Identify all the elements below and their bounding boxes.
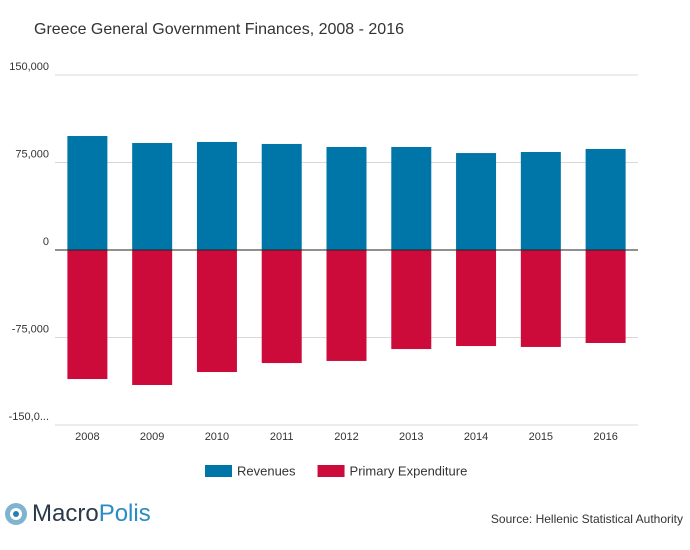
x-tick-label: 2014: [464, 431, 488, 443]
bar: [391, 146, 432, 250]
source: Source: Hellenic Statistical Authority: [491, 512, 683, 526]
legend-label: Revenues: [237, 463, 296, 478]
x-tick-label: 2011: [270, 431, 294, 443]
chart-title: Greece General Government Finances, 2008…: [34, 21, 404, 38]
bar: [391, 250, 432, 350]
bar: [326, 250, 367, 361]
y-tick-label: -150,0...: [9, 411, 49, 423]
bar: [456, 250, 497, 347]
bar: [520, 152, 561, 250]
y-tick-label: -75,000: [12, 323, 49, 335]
logo-part: Macro: [32, 500, 99, 527]
logo-text: MacroPolis: [32, 500, 151, 527]
x-tick-label: 2010: [205, 431, 229, 443]
bar: [132, 250, 173, 385]
x-tick-label: 2016: [593, 431, 617, 443]
x-tick-label: 2009: [140, 431, 164, 443]
bar: [261, 250, 302, 364]
y-tick-label: 150,000: [9, 61, 49, 73]
bar: [132, 143, 173, 250]
bar: [585, 148, 626, 250]
x-tick-label: 2008: [75, 431, 99, 443]
legend-swatch: [317, 465, 345, 477]
bar: [456, 153, 497, 250]
bar: [326, 146, 367, 250]
legend-swatch: [205, 465, 232, 477]
x-tick-label: 2013: [399, 431, 423, 443]
bar: [196, 250, 237, 373]
x-tick-label: 2012: [334, 431, 358, 443]
y-tick-label: 0: [43, 236, 49, 248]
bar: [585, 250, 626, 343]
x-tick-label: 2015: [529, 431, 553, 443]
bar: [67, 136, 108, 250]
bar: [520, 250, 561, 347]
legend-label: Primary Expenditure: [350, 463, 468, 478]
bar: [67, 250, 108, 380]
logo-part: Polis: [99, 500, 151, 527]
bar: [196, 141, 237, 250]
y-tick-label: 75,000: [15, 148, 49, 160]
bar: [261, 143, 302, 250]
logo-icon: [5, 503, 27, 525]
